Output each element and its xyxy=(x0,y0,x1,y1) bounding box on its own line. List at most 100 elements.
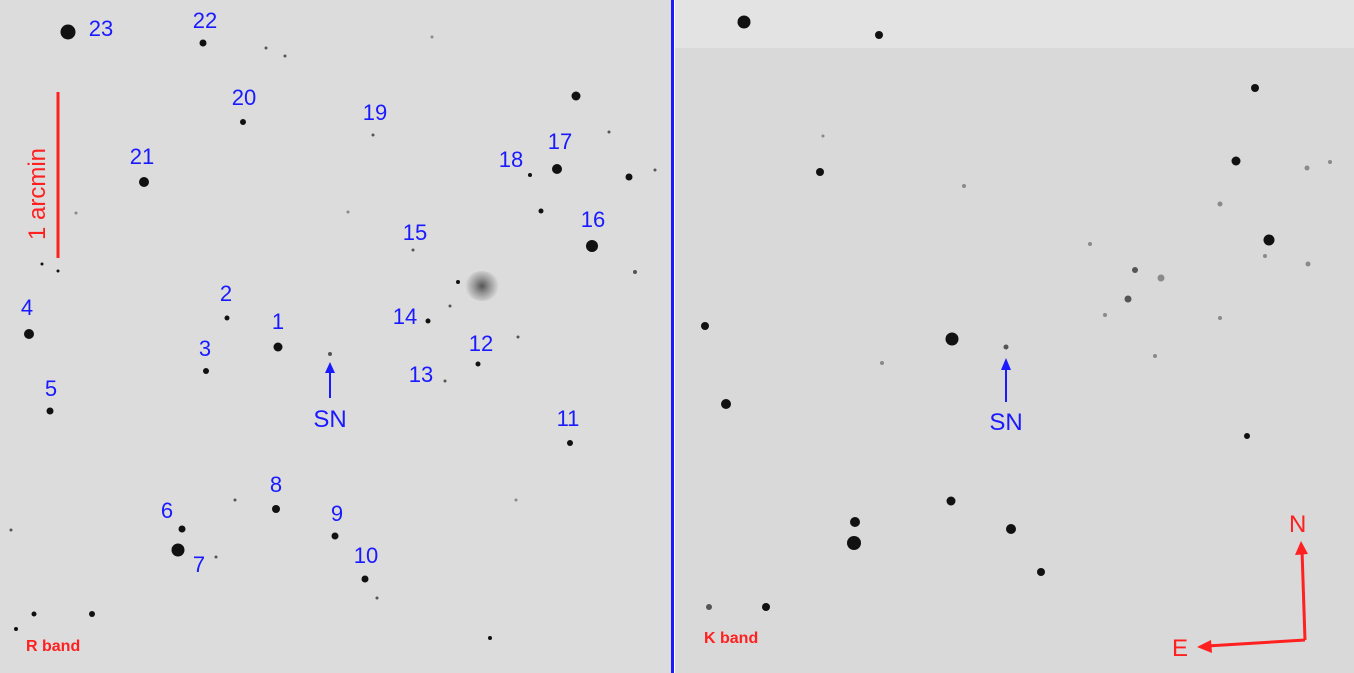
star xyxy=(1217,201,1223,207)
panel-divider xyxy=(671,0,674,673)
star-label-3: 3 xyxy=(198,336,212,361)
k-band-image: SN N E K band xyxy=(675,0,1354,673)
sn-label-left: SN xyxy=(313,406,347,433)
star-label-1: 1 xyxy=(271,309,285,334)
star xyxy=(586,240,598,252)
star xyxy=(1263,254,1267,258)
star xyxy=(737,15,751,29)
compass-east-arrow xyxy=(1206,638,1306,648)
star-label-19: 19 xyxy=(362,100,388,125)
star xyxy=(361,575,369,583)
star xyxy=(56,269,60,273)
star xyxy=(425,318,431,324)
star xyxy=(46,407,54,415)
sn-label-right: SN xyxy=(989,409,1023,436)
star xyxy=(514,498,518,502)
k-band-starfield xyxy=(675,0,1354,673)
star-label-8: 8 xyxy=(269,472,283,497)
star xyxy=(1304,165,1310,171)
star-label-15: 15 xyxy=(402,220,428,245)
star xyxy=(1124,295,1132,303)
star xyxy=(528,173,532,177)
star xyxy=(214,555,218,559)
k-overlay xyxy=(1001,358,1308,653)
star xyxy=(233,498,237,502)
star xyxy=(9,528,13,532)
star-label-6: 6 xyxy=(160,498,174,523)
star-label-17: 17 xyxy=(547,129,573,154)
star xyxy=(488,636,492,640)
star xyxy=(1132,267,1138,273)
star-label-10: 10 xyxy=(353,543,379,568)
star xyxy=(607,130,611,134)
star xyxy=(24,329,34,339)
star xyxy=(1244,433,1250,439)
star xyxy=(139,177,149,187)
star xyxy=(538,208,544,214)
star-label-22: 22 xyxy=(192,8,218,33)
star xyxy=(375,596,379,600)
star xyxy=(40,262,44,266)
compass-east-label: E xyxy=(1172,635,1189,662)
star xyxy=(762,603,770,611)
star xyxy=(60,24,76,40)
star xyxy=(653,168,657,172)
star xyxy=(816,168,824,176)
star-label-16: 16 xyxy=(580,207,606,232)
star xyxy=(633,270,637,274)
star-label-5: 5 xyxy=(44,376,58,401)
star xyxy=(31,611,37,617)
star xyxy=(272,505,280,513)
star xyxy=(331,532,339,540)
star xyxy=(1103,313,1107,317)
star-label-14: 14 xyxy=(392,304,418,329)
star xyxy=(456,280,460,284)
star-label-9: 9 xyxy=(330,501,344,526)
star xyxy=(1218,316,1222,320)
band-label-r: R band xyxy=(26,638,81,655)
galaxy-blob xyxy=(465,271,499,301)
star xyxy=(1153,354,1157,358)
band-label-k: K band xyxy=(704,630,759,647)
star xyxy=(1037,568,1045,576)
star xyxy=(74,211,78,215)
star-label-20: 20 xyxy=(231,85,257,110)
star-label-4: 4 xyxy=(20,295,34,320)
star-label-11: 11 xyxy=(556,406,580,431)
star xyxy=(178,525,186,533)
star xyxy=(1157,274,1165,282)
star xyxy=(371,133,375,137)
star-label-13: 13 xyxy=(408,362,434,387)
star-label-12: 12 xyxy=(468,331,494,356)
star xyxy=(875,31,883,39)
r-band-image: 1 2 3 4 5 6 7 8 9 10 11 12 13 14 15 16 1… xyxy=(0,0,671,673)
star xyxy=(880,361,884,365)
star xyxy=(567,440,573,446)
sn-arrow-left xyxy=(56,92,335,398)
star xyxy=(89,611,95,617)
scale-bar-label: 1 arcmin xyxy=(24,147,51,240)
compass-north-arrow xyxy=(1300,549,1307,641)
star xyxy=(240,119,246,125)
star xyxy=(946,496,956,506)
star xyxy=(962,184,966,188)
star xyxy=(199,39,207,47)
star xyxy=(224,315,230,321)
r-band-starfield xyxy=(0,0,671,673)
star xyxy=(1251,84,1259,92)
star xyxy=(847,536,861,550)
star xyxy=(1328,160,1332,164)
star xyxy=(203,368,209,374)
star xyxy=(328,352,332,356)
star xyxy=(283,54,287,58)
star-label-18: 18 xyxy=(498,147,524,172)
star xyxy=(273,342,283,352)
star xyxy=(701,322,709,330)
star xyxy=(264,46,268,50)
star xyxy=(448,304,452,308)
star xyxy=(821,134,825,138)
star xyxy=(625,173,633,181)
star xyxy=(171,543,185,557)
star xyxy=(1305,261,1311,267)
star xyxy=(945,332,959,346)
